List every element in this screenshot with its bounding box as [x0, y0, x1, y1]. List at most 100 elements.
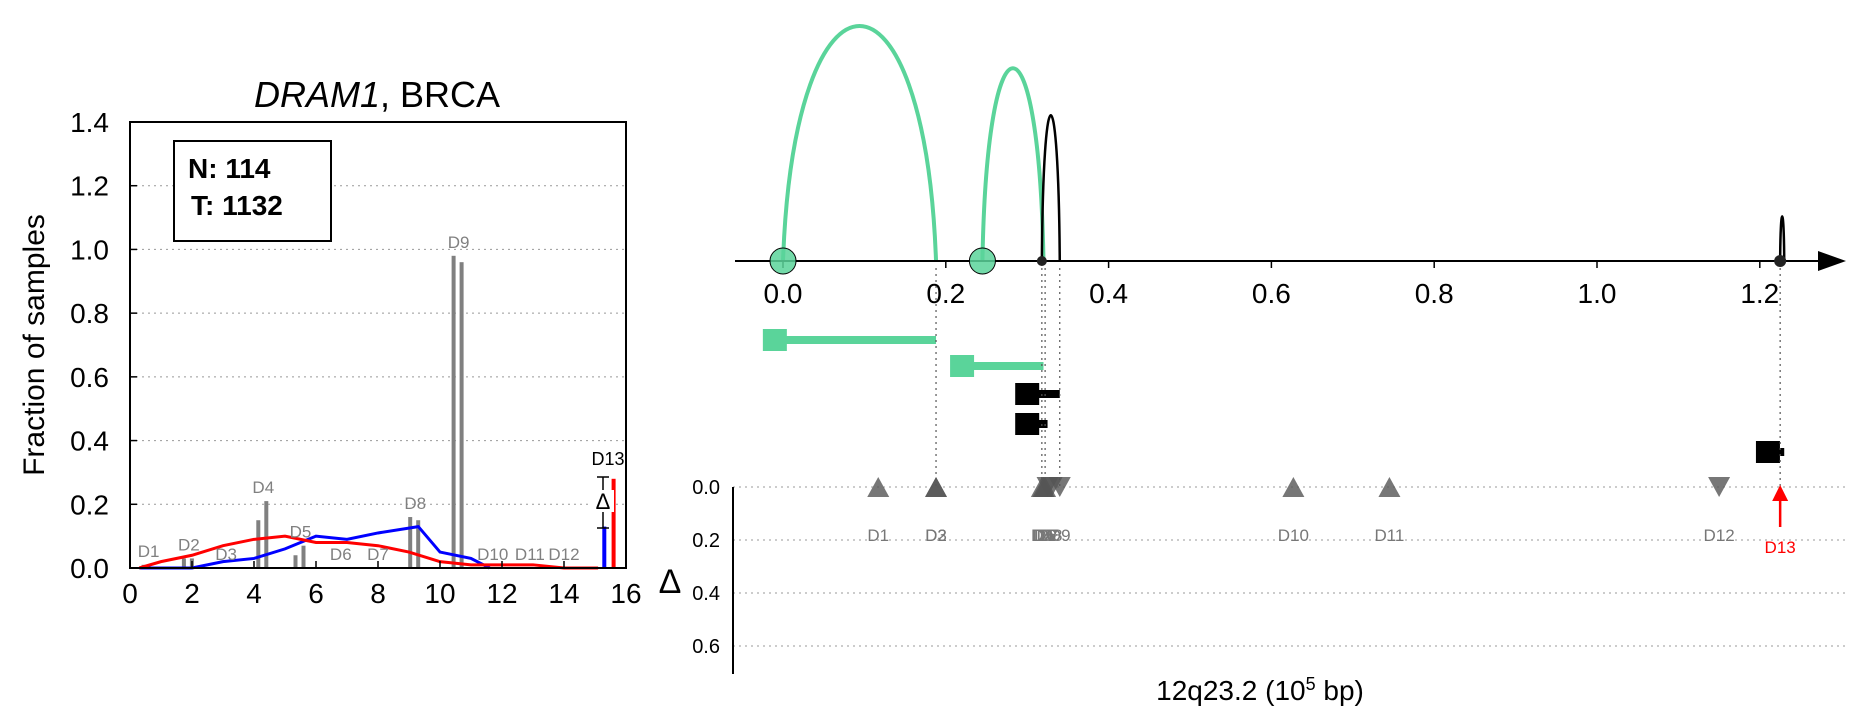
site-label-d13: D13 [1765, 538, 1796, 557]
bar-label-d12: D12 [548, 545, 579, 564]
site-marker-d3 [925, 477, 948, 497]
x-tick-label: 4 [246, 578, 262, 609]
bar-label-d9: D9 [448, 233, 470, 252]
bar-d2 [181, 558, 186, 568]
bar-d5 [293, 555, 298, 568]
exon-line-4 [1027, 420, 1048, 428]
bar-label-d2: D2 [178, 535, 200, 554]
bar-label-d6: D6 [330, 545, 352, 564]
exon-line-2 [962, 362, 1044, 370]
series-line-tumor [138, 534, 599, 570]
genomic-tick-label: 0.0 [764, 278, 803, 309]
site-marker-d11 [1378, 477, 1401, 497]
site-label-d1: D1 [867, 526, 889, 545]
bars [141, 255, 464, 569]
delta-bg [592, 490, 614, 512]
x-tick-label: 16 [610, 578, 641, 609]
bar-label-d5: D5 [290, 523, 312, 542]
bar-d5 [301, 545, 306, 568]
y-tick-label: 1.4 [70, 107, 109, 138]
bar-d4 [256, 520, 261, 568]
site-label-d10: D10 [1278, 526, 1309, 545]
x-tick-label: 2 [184, 578, 200, 609]
bar-label-d3: D3 [215, 545, 237, 564]
bar-d4 [264, 501, 269, 568]
tumor-count: T: 1132 [191, 190, 283, 221]
bar-labels: D1 D2 D3 D4 D5 D6 D7 D8 D9 D10 D11 D12 [138, 233, 580, 564]
d13-tumor-bar [611, 478, 616, 568]
bar-label-d1: D1 [138, 542, 160, 561]
delta-marker: Δ [596, 489, 611, 514]
junction-arc-4 [1778, 215, 1786, 262]
junction-arc-3 [1040, 114, 1062, 262]
x-tick-label: 0 [122, 578, 138, 609]
bar-d9 [459, 262, 464, 568]
x-tick-label: 12 [486, 578, 517, 609]
chart-title-rest: , BRCA [380, 74, 500, 115]
y-tick-label: 0.2 [70, 489, 109, 520]
site-label-d8: D8 [1041, 526, 1063, 545]
x-axis-ticks: 0 2 4 6 8 10 12 14 16 [122, 561, 642, 609]
y-tick-label: 1.2 [70, 171, 109, 202]
junction-start-marker-4 [1774, 255, 1787, 267]
x-axis-label: 12q23.2 (105 bp) [1156, 674, 1364, 706]
delta-tick-label: 0.4 [692, 583, 720, 605]
genomic-tick-label: 1.2 [1740, 278, 1779, 309]
left-chart: DRAM1 , BRCA D1 D2 D3 D4 D5 D6 D7 D8 D9 D10 D11 D12… [18, 74, 642, 609]
bar-d9 [451, 255, 456, 569]
delta-ticks: 0.0 0.2 0.4 0.6 [692, 477, 720, 658]
x-tick-label: 6 [308, 578, 324, 609]
genomic-ticks: 0.0 0.2 0.4 0.6 0.8 1.0 1.2 [764, 261, 1779, 309]
y-tick-label: 0.4 [70, 426, 109, 457]
site-marker-d10 [1282, 477, 1305, 497]
x-tick-label: 10 [424, 578, 455, 609]
d13-group: Δ D13 [591, 449, 625, 529]
axis-arrow-icon [1818, 251, 1846, 271]
bar-d8 [408, 517, 413, 568]
normal-count: N: 114 [188, 153, 271, 184]
bar-label-d8: D8 [404, 494, 426, 513]
bar-label-d10: D10 [477, 545, 508, 564]
exons [762, 329, 1785, 463]
delta-gridlines [733, 486, 1846, 647]
genomic-tick-label: 0.2 [926, 278, 965, 309]
d13-normal-bar [602, 526, 607, 568]
bar-d8 [416, 520, 421, 568]
site-marker-d12 [1708, 477, 1731, 497]
x-tick-label: 14 [548, 578, 579, 609]
site-markers [867, 477, 1789, 527]
x-tick-label: 8 [370, 578, 386, 609]
junction-arc-1 [781, 24, 939, 262]
site-label-d6: D6 [1034, 526, 1056, 545]
y-tick-label: 0.0 [70, 553, 109, 584]
exon-line-3 [1027, 390, 1060, 398]
site-label-d12: D12 [1704, 526, 1735, 545]
y-tick-label: 0.6 [70, 362, 109, 393]
junction-arc-2 [980, 66, 1046, 262]
chart-title-gene: DRAM1 [254, 74, 380, 115]
delta-axis-label: Δ [659, 563, 682, 601]
site-label-d9: D9 [1049, 526, 1071, 545]
genomic-tick-label: 0.4 [1089, 278, 1128, 309]
junction-start-marker-2 [968, 247, 996, 275]
site-marker-d9 [1048, 477, 1071, 497]
exon-line-1 [774, 336, 937, 344]
junction-arcs [781, 24, 1786, 262]
site-label-d3: D3 [925, 526, 947, 545]
y-gridlines [130, 185, 626, 505]
genomic-tick-label: 1.0 [1578, 278, 1617, 309]
site-marker-d13 [1772, 485, 1789, 501]
site-label-d7: D7 [1037, 526, 1059, 545]
site-label-d11: D11 [1374, 526, 1404, 545]
y-tick-label: 0.8 [70, 298, 109, 329]
delta-tick-label: 0.0 [692, 477, 720, 499]
site-guides [935, 268, 1781, 487]
site-marker-d1 [867, 477, 890, 497]
bar-label-d4: D4 [252, 478, 274, 497]
site-label-d5: D5 [1033, 526, 1055, 545]
genomic-tick-label: 0.6 [1252, 278, 1291, 309]
bar-label-d11: D11 [515, 545, 545, 564]
count-box [173, 140, 332, 242]
